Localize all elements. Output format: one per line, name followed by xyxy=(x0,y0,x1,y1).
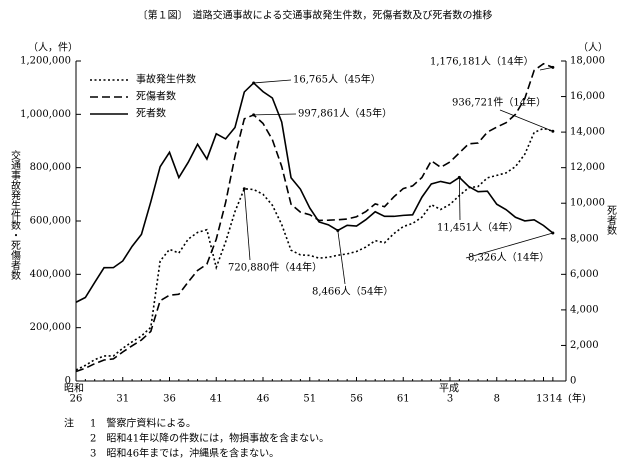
annotation: 8,326人（14年） xyxy=(468,251,549,264)
x-tick-label: 8 xyxy=(494,394,500,405)
annotation-arrowhead xyxy=(457,175,461,179)
annotation-arrow xyxy=(458,177,461,221)
y-tick-label: 200,000 xyxy=(30,322,71,333)
x-tick-label: 36 xyxy=(163,394,176,405)
legend-label: 死者数 xyxy=(136,107,166,120)
note-heading: 注 xyxy=(64,417,74,430)
y2-tick-label: 8,000 xyxy=(570,233,599,244)
y2-tick-label: 10,000 xyxy=(570,198,605,209)
x-tick-label: 13 xyxy=(536,394,549,405)
x-tick-label: 61 xyxy=(397,394,410,405)
annotation-arrowhead xyxy=(336,228,340,232)
annotation: 1,176,181人（14年） xyxy=(430,55,534,68)
annotation-arrow xyxy=(539,66,553,71)
annotation-arrow xyxy=(243,188,251,261)
x-tick-label: 26 xyxy=(70,394,83,405)
annotation: 936,721件（14年） xyxy=(452,96,546,109)
x-tick-label: 46 xyxy=(257,394,270,405)
legend-label: 死傷者数 xyxy=(136,90,176,103)
annotation: 997,861人（45年） xyxy=(298,107,392,120)
note: 3 昭和46年までは，沖縄県を含まない。 xyxy=(90,447,279,460)
series-line xyxy=(75,62,554,373)
annotation-arrowhead xyxy=(551,129,555,133)
y2-tick-label: 14,000 xyxy=(570,127,605,138)
chart-title: 〔第１図〕 道路交通事故による交通事故発生件数，死傷者数及び死者数の推移 xyxy=(138,9,493,22)
annotation-arrow xyxy=(465,232,553,259)
annotation-arrow xyxy=(253,113,297,116)
annotation-arrow xyxy=(337,230,346,285)
legend-label: 事故発生件数 xyxy=(136,73,196,86)
annotation-arrowhead xyxy=(551,231,555,235)
y-tick-label: 800,000 xyxy=(30,162,71,173)
y2-tick-label: 18,000 xyxy=(570,56,605,67)
x-tick-label: 31 xyxy=(116,394,129,405)
y-tick-label: 1,000,000 xyxy=(20,109,71,120)
y-label: 交通事故発生件数・死傷者数 xyxy=(9,149,21,281)
x-unit: (年) xyxy=(568,392,586,405)
note: 2 昭和41年以降の件数には，物損事故を含まない。 xyxy=(90,432,329,445)
annotation-arrowhead xyxy=(252,113,256,117)
y2-tick-label: 6,000 xyxy=(570,269,599,280)
era-label: 平成 xyxy=(439,383,459,395)
annotation: 720,880件（44年） xyxy=(228,261,322,274)
annotation-arrow xyxy=(499,109,553,132)
y2-tick-label: 2,000 xyxy=(570,340,599,351)
y2-tick-label: 12,000 xyxy=(570,162,605,173)
y2-tick-label: 16,000 xyxy=(570,91,605,102)
note: 1 警察庁資料による。 xyxy=(90,417,196,430)
y-tick-label: 0 xyxy=(65,376,71,387)
x-tick-label: 56 xyxy=(350,394,363,405)
x-tick-label: 51 xyxy=(303,394,316,405)
series-line xyxy=(75,81,554,303)
y-unit: （人，件） xyxy=(28,42,78,54)
y2-label: 死者数 xyxy=(605,205,617,236)
annotation-arrowhead xyxy=(551,65,555,69)
annotation: 11,451人（4年） xyxy=(437,221,518,234)
annotation: 16,765人（45年） xyxy=(293,73,381,86)
annotation: 8,466人（54年） xyxy=(312,285,393,298)
y2-unit: （人） xyxy=(578,42,608,54)
y-tick-label: 600,000 xyxy=(30,216,71,227)
annotation-arrowhead xyxy=(252,81,256,85)
y-tick-label: 1,200,000 xyxy=(20,56,71,67)
annotation-arrowhead xyxy=(242,187,246,191)
y2-tick-label: 4,000 xyxy=(570,304,599,315)
x-tick-label: 3 xyxy=(447,394,453,405)
annotation-arrow xyxy=(253,79,292,84)
x-tick-label: 41 xyxy=(210,394,223,405)
x-tick-label: 14 xyxy=(549,394,562,405)
y-tick-label: 400,000 xyxy=(30,269,71,280)
era-label: 昭和 xyxy=(64,383,84,395)
y2-tick-label: 0 xyxy=(570,376,576,387)
series-line xyxy=(75,127,554,371)
